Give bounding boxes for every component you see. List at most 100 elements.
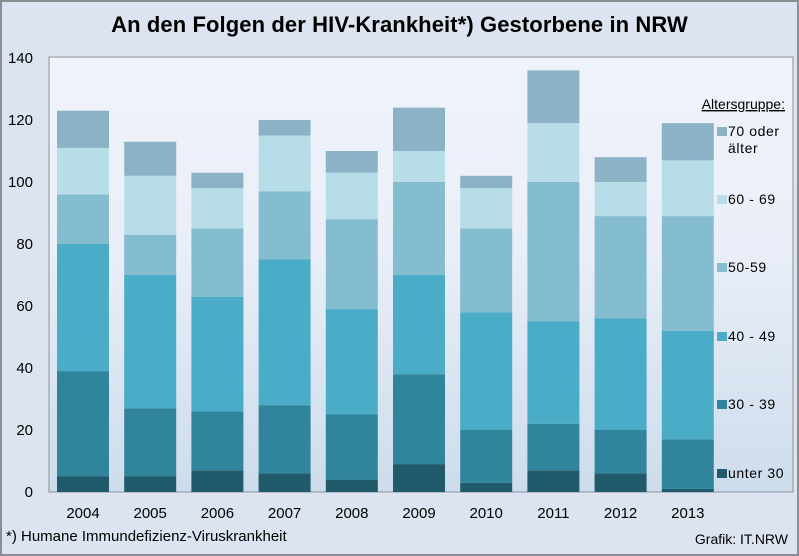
bar-segment-2004-4 — [57, 147, 109, 195]
bar-segment-2012-5 — [594, 157, 647, 182]
bar-segment-2005-3 — [124, 234, 177, 275]
legend-swatch — [717, 195, 727, 204]
bar-segment-2004-5 — [57, 110, 109, 148]
bar-segment-2006-2 — [191, 296, 244, 412]
bar-segment-2006-4 — [191, 188, 244, 229]
legend-label: 70 oder — [728, 123, 780, 139]
bar-segment-2005-0 — [124, 476, 177, 492]
legend-label: 60 - 69 — [728, 191, 776, 207]
bar-segment-2012-0 — [594, 473, 647, 492]
x-tick-label: 2006 — [201, 505, 234, 522]
bar-segment-2007-2 — [258, 259, 311, 406]
bar-segment-2006-5 — [191, 172, 244, 189]
bar-segment-2008-2 — [325, 309, 378, 415]
y-tick-label: 60 — [16, 298, 33, 315]
bar-segment-2006-1 — [191, 411, 244, 471]
y-tick-label: 80 — [16, 236, 33, 253]
x-axis: 2004 2005 2006 2007 2008 2009 2010 2011 2012 2013 — [66, 505, 704, 522]
legend-swatch — [717, 263, 727, 272]
bar-segment-2009-5 — [393, 107, 445, 151]
legend-swatch — [717, 400, 727, 409]
bar-segment-2013-3 — [661, 216, 714, 331]
x-tick-label: 2013 — [671, 505, 704, 522]
bar-segment-2010-0 — [460, 482, 513, 492]
x-tick-label: 2008 — [335, 505, 368, 522]
bar-segment-2005-1 — [124, 408, 177, 477]
bar-segment-2009-3 — [393, 182, 445, 275]
footnote: *) Humane Immundefizienz-Viruskrankheit — [6, 528, 287, 545]
bar-segment-2005-2 — [124, 275, 177, 409]
x-tick-label: 2007 — [268, 505, 301, 522]
x-tick-label: 2004 — [66, 505, 99, 522]
bar-segment-2013-5 — [661, 123, 714, 161]
legend-label: 50-59 — [728, 259, 767, 275]
bar-segment-2012-3 — [594, 216, 647, 319]
x-tick-label: 2012 — [604, 505, 637, 522]
bar-segment-2005-5 — [124, 141, 177, 176]
bar-segment-2010-5 — [460, 175, 513, 189]
bar-segment-2013-1 — [661, 439, 714, 489]
chart-title: An den Folgen der HIV-Krankheit*) Gestor… — [111, 12, 688, 37]
bar-segment-2010-4 — [460, 188, 513, 229]
x-tick-label: 2009 — [402, 505, 435, 522]
x-tick-label: 2010 — [470, 505, 503, 522]
bar-segment-2011-2 — [527, 321, 580, 424]
bar-segment-2011-1 — [527, 423, 580, 471]
legend-label: unter 30 — [728, 465, 784, 481]
bar-segment-2008-1 — [325, 414, 378, 480]
bar-segment-2007-4 — [258, 135, 311, 192]
bar-segment-2011-5 — [527, 70, 580, 124]
legend-label: 30 - 39 — [728, 396, 776, 412]
source-credit: Grafik: IT.NRW — [694, 531, 788, 547]
bar-segment-2010-1 — [460, 430, 513, 483]
x-tick-label: 2005 — [134, 505, 167, 522]
bar-segment-2006-3 — [191, 228, 244, 297]
bar-segment-2008-3 — [325, 219, 378, 310]
legend-swatch — [717, 469, 727, 478]
y-tick-label: 120 — [8, 112, 33, 129]
bar-segment-2008-5 — [325, 151, 378, 173]
bar-segment-2010-3 — [460, 228, 513, 313]
bar-segment-2004-0 — [57, 476, 109, 492]
bar-segment-2007-0 — [258, 473, 311, 492]
legend-swatch — [717, 127, 727, 136]
y-tick-label: 20 — [16, 422, 33, 439]
legend-swatch — [717, 332, 727, 341]
bar-segment-2012-2 — [594, 318, 647, 430]
legend-label: 40 - 49 — [728, 328, 776, 344]
bar-segment-2008-4 — [325, 172, 378, 220]
bar-segment-2013-4 — [661, 160, 714, 217]
bar-segment-2004-2 — [57, 244, 109, 372]
y-tick-label: 40 — [16, 360, 33, 377]
bar-segment-2004-3 — [57, 194, 109, 244]
bar-segment-2009-2 — [393, 275, 445, 375]
x-tick-label: 2011 — [537, 505, 569, 522]
bar-segment-2010-2 — [460, 312, 513, 430]
bar-segment-2011-0 — [527, 470, 580, 492]
legend-label-cont: älter — [728, 140, 758, 156]
bar-segment-2009-0 — [393, 464, 445, 492]
bar-segment-2005-4 — [124, 175, 177, 235]
y-axis: 0 20 40 60 80 100 120 140 — [8, 50, 33, 501]
bar-segment-2012-1 — [594, 430, 647, 474]
bar-segment-2008-0 — [325, 479, 378, 492]
bar-segment-2012-4 — [594, 182, 647, 217]
bars — [57, 70, 714, 492]
y-tick-label: 100 — [8, 174, 33, 191]
bar-segment-2009-1 — [393, 374, 445, 465]
bar-segment-2011-3 — [527, 182, 580, 322]
bar-segment-2006-0 — [191, 470, 244, 492]
bar-segment-2007-1 — [258, 405, 311, 474]
bar-segment-2013-2 — [661, 330, 714, 440]
legend-title: Altersgruppe: — [702, 96, 785, 112]
bar-segment-2011-4 — [527, 123, 580, 182]
bar-segment-2004-1 — [57, 371, 109, 477]
y-tick-label: 0 — [25, 484, 33, 501]
bar-segment-2007-5 — [258, 120, 311, 136]
bar-segment-2013-0 — [661, 488, 714, 492]
bar-segment-2009-4 — [393, 151, 445, 182]
y-tick-label: 140 — [8, 50, 33, 67]
bar-segment-2007-3 — [258, 191, 311, 260]
